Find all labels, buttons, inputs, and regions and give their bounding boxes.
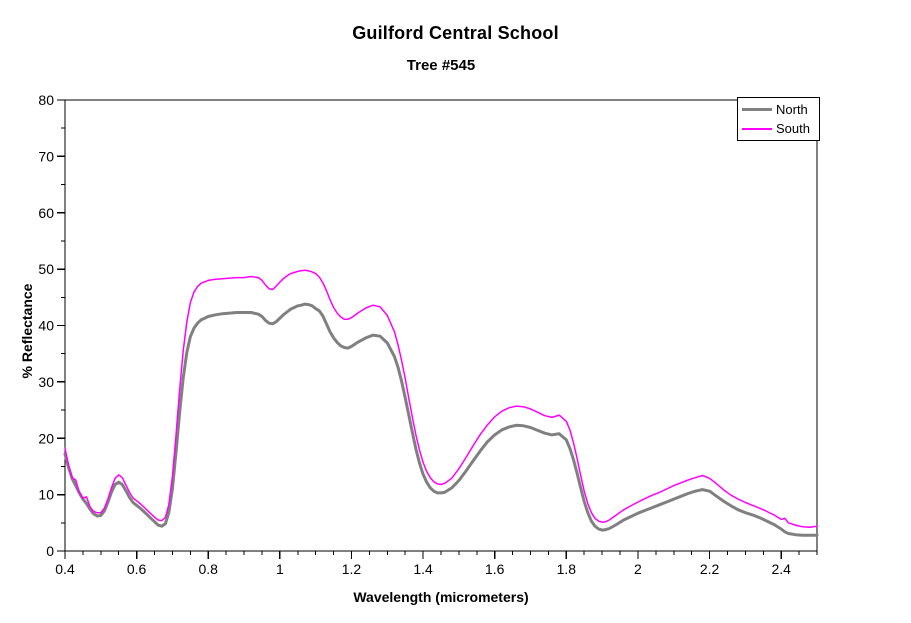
legend-item-south: South	[742, 120, 817, 137]
svg-text:20: 20	[38, 430, 54, 446]
svg-text:2.4: 2.4	[771, 561, 791, 577]
svg-text:1.4: 1.4	[413, 561, 433, 577]
svg-text:10: 10	[38, 487, 54, 503]
svg-text:50: 50	[38, 261, 54, 277]
legend: North South	[737, 97, 820, 141]
svg-text:0.4: 0.4	[55, 561, 75, 577]
north-line-swatch	[742, 108, 772, 111]
svg-text:2.2: 2.2	[700, 561, 720, 577]
svg-text:0.6: 0.6	[127, 561, 147, 577]
svg-text:1.2: 1.2	[342, 561, 362, 577]
svg-text:0: 0	[46, 543, 54, 559]
svg-text:80: 80	[38, 92, 54, 108]
legend-item-north: North	[742, 101, 817, 118]
svg-text:30: 30	[38, 374, 54, 390]
chart-title: Guilford Central School	[352, 23, 559, 43]
chart-subtitle: Tree #545	[406, 57, 476, 74]
svg-text:70: 70	[38, 148, 54, 164]
svg-text:1.8: 1.8	[557, 561, 577, 577]
legend-label-north: North	[776, 102, 808, 117]
svg-text:1: 1	[276, 561, 284, 577]
svg-text:2: 2	[634, 561, 642, 577]
south-line-swatch	[742, 127, 772, 130]
svg-text:1.6: 1.6	[485, 561, 505, 577]
svg-text:40: 40	[38, 318, 54, 334]
svg-text:0.8: 0.8	[199, 561, 219, 577]
legend-label-south: South	[776, 121, 810, 136]
x-axis-title: Wavelength (micrometers)	[353, 589, 529, 605]
svg-text:60: 60	[38, 205, 54, 221]
